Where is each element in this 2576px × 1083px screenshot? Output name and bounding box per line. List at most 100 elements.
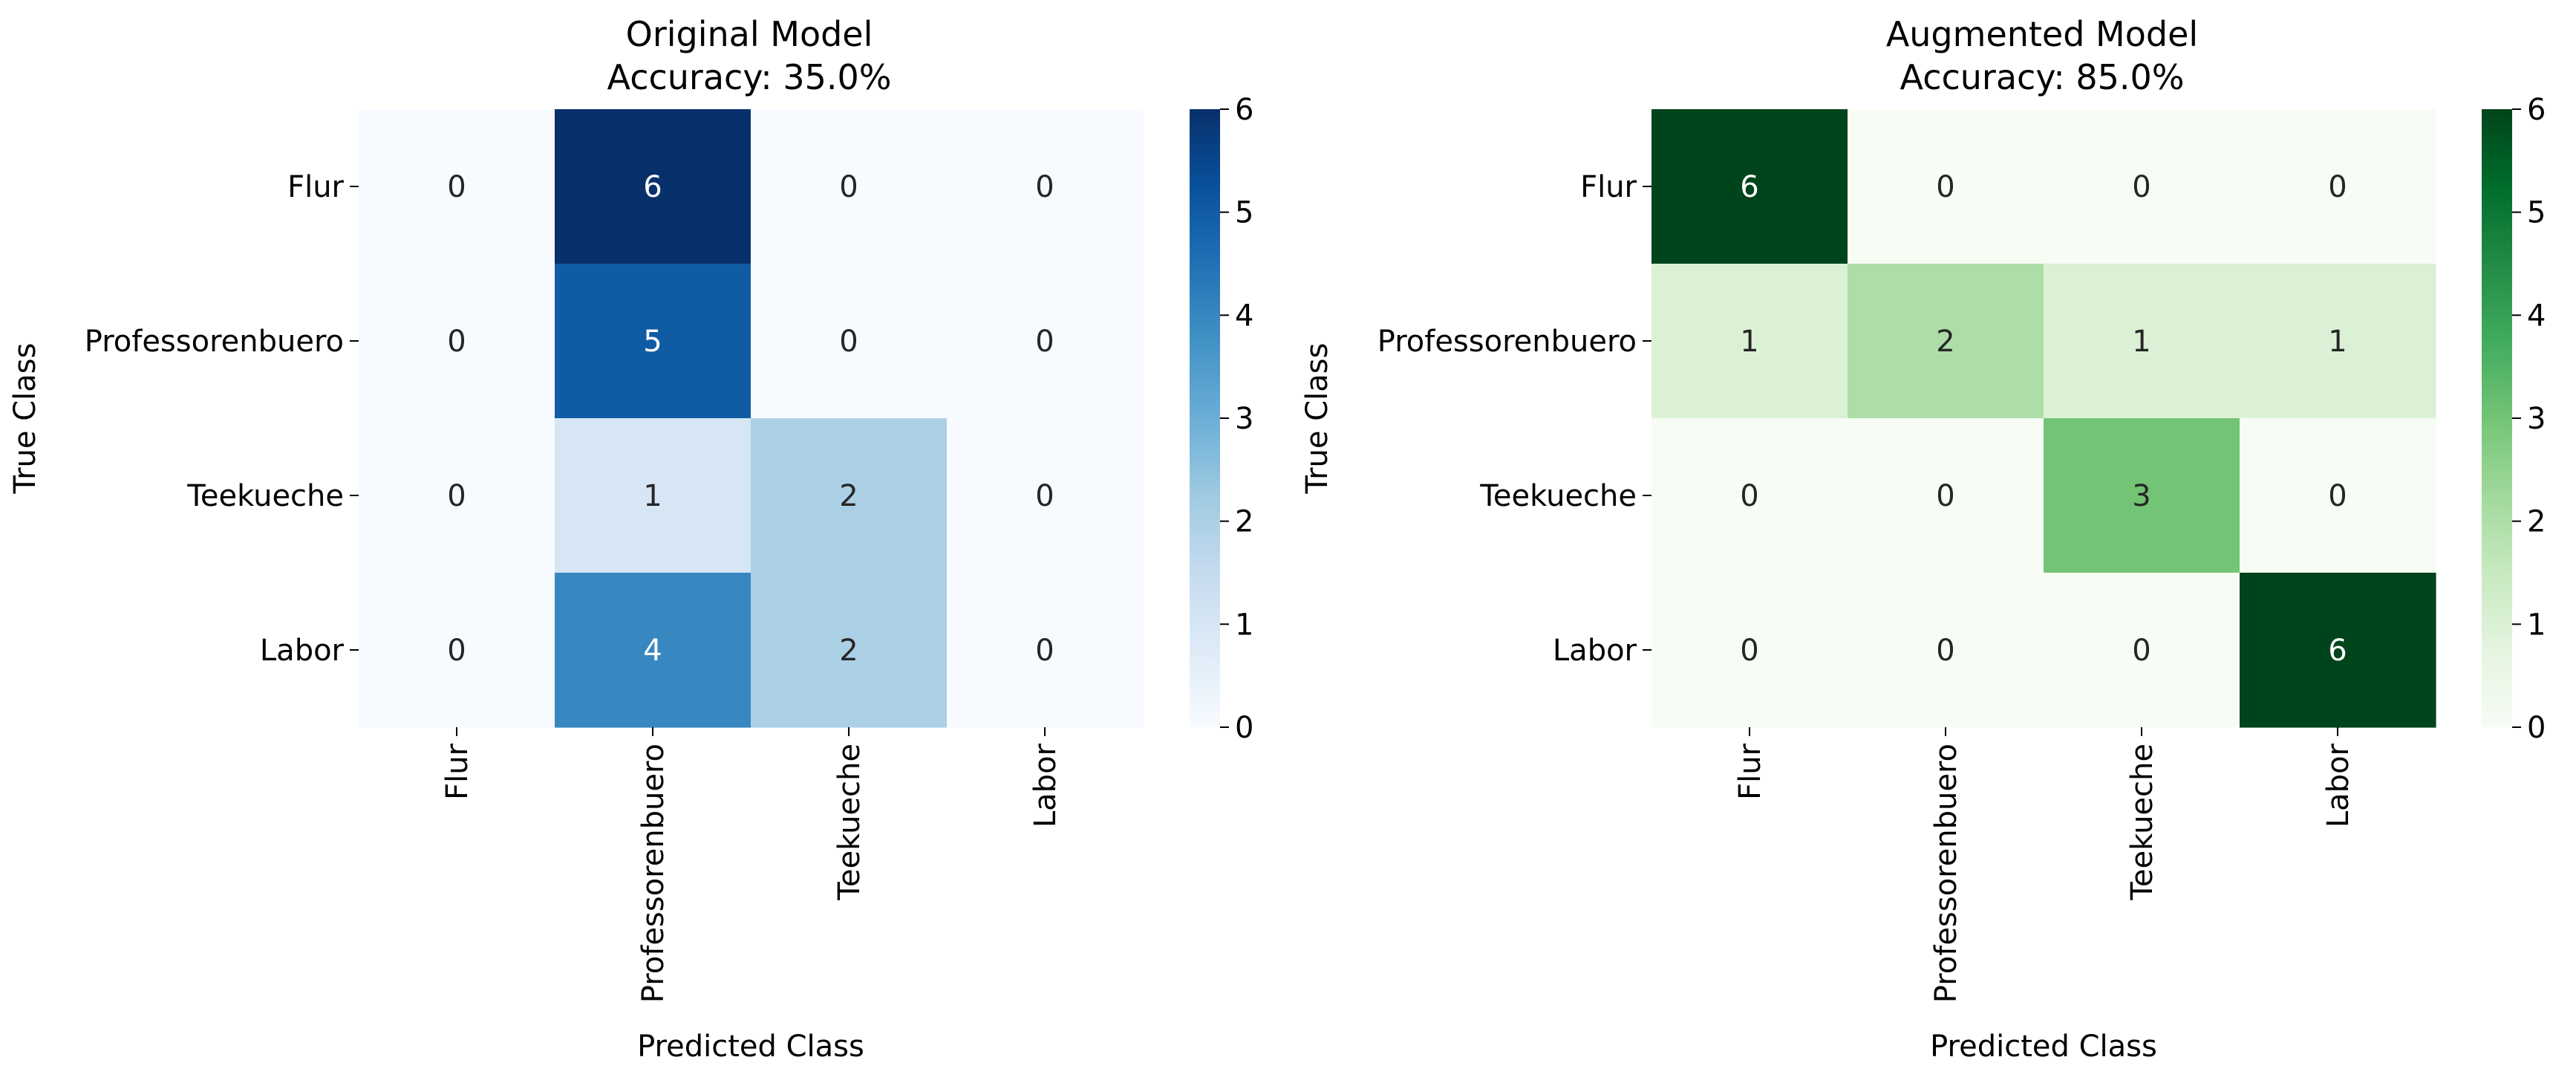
heatmap-cell — [1848, 418, 2044, 573]
heatmap-cell — [947, 264, 1144, 419]
cell-value-label: 2 — [839, 479, 858, 513]
heatmap-cell — [359, 418, 555, 573]
cell-value-label: 1 — [1740, 325, 1758, 359]
cell-value-label: 0 — [839, 325, 858, 359]
y-tick-label: Flur — [1580, 170, 1637, 204]
heatmap-cell — [1848, 109, 2044, 264]
x-tick-label: Labor — [1028, 743, 1063, 827]
cell-value-label: 0 — [1035, 634, 1054, 668]
heatmap-cell — [751, 109, 948, 264]
cell-value-label: 0 — [1035, 170, 1054, 204]
colorbar-tick-label: 1 — [1235, 608, 1253, 642]
cell-value-label: 0 — [2328, 170, 2347, 204]
cell-value-label: 3 — [2132, 479, 2151, 513]
cell-value-label: 0 — [2132, 634, 2151, 668]
x-tick-label: Teekueche — [832, 744, 867, 901]
colorbar-tick-label: 2 — [2527, 505, 2546, 539]
cell-value-label: 5 — [643, 325, 662, 359]
heatmap-cell — [2044, 109, 2240, 264]
colorbar-tick-label: 1 — [2527, 608, 2546, 642]
heatmap-cell — [1651, 109, 1848, 264]
colorbar-tick-label: 4 — [1235, 299, 1253, 333]
y-tick-label: Flur — [287, 170, 344, 204]
chart-subtitle: Accuracy: 35.0% — [607, 57, 892, 97]
cell-value-label: 0 — [2328, 479, 2347, 513]
y-axis-label: True Class — [1300, 343, 1334, 495]
x-tick-label: Flur — [1733, 743, 1767, 799]
cell-value-label: 0 — [1936, 479, 1954, 513]
y-tick-label: Teekueche — [186, 479, 344, 513]
heatmap-cell — [359, 109, 555, 264]
colorbar-tick-label: 5 — [1235, 196, 1253, 230]
heatmap-cell — [2240, 418, 2436, 573]
heatmap-cell — [1848, 573, 2044, 728]
cell-value-label: 0 — [839, 170, 858, 204]
cell-value-label: 2 — [1936, 325, 1954, 359]
x-tick-label: Labor — [2321, 743, 2355, 827]
heatmap-cell — [751, 418, 948, 573]
colorbar-tick-label: 0 — [2527, 711, 2546, 745]
cell-value-label: 6 — [643, 170, 662, 204]
y-tick-label: Professorenbuero — [85, 325, 344, 359]
cell-value-label: 0 — [1740, 634, 1758, 668]
cell-value-label: 0 — [447, 325, 466, 359]
x-axis-label: Predicted Class — [637, 1030, 864, 1064]
cell-value-label: 2 — [839, 634, 858, 668]
heatmap-cell — [1651, 418, 1848, 573]
cell-value-label: 6 — [1740, 170, 1758, 204]
heatmap-cell — [555, 573, 751, 728]
cell-value-label: 0 — [447, 170, 466, 204]
chart-title: Original Model — [626, 14, 873, 54]
chart-title: Augmented Model — [1886, 14, 2198, 54]
heatmap-cell — [947, 573, 1144, 728]
heatmap-cell — [947, 418, 1144, 573]
colorbar-tick-label: 4 — [2527, 299, 2546, 333]
x-axis-label: Predicted Class — [1930, 1030, 2157, 1064]
x-tick-label: Professorenbuero — [1929, 744, 1963, 1003]
heatmap-cell — [2044, 264, 2240, 419]
cell-value-label: 6 — [2328, 634, 2347, 668]
cell-value-label: 0 — [1936, 634, 1954, 668]
cell-value-label: 0 — [1936, 170, 1954, 204]
colorbar — [2482, 109, 2512, 727]
y-tick-label: Labor — [260, 634, 345, 668]
cell-value-label: 1 — [2132, 325, 2151, 359]
heatmap-cell — [947, 109, 1144, 264]
x-tick-label: Flur — [440, 743, 475, 799]
cell-value-label: 0 — [1740, 479, 1758, 513]
heatmap-cell — [1848, 264, 2044, 419]
y-tick-label: Labor — [1553, 634, 1637, 668]
colorbar-tick-label: 6 — [2527, 93, 2546, 127]
colorbar-tick-label: 5 — [2527, 196, 2546, 230]
colorbar-tick-label: 0 — [1235, 711, 1253, 745]
colorbar-tick-label: 2 — [1235, 505, 1253, 539]
cell-value-label: 0 — [447, 479, 466, 513]
heatmap-cell — [1651, 264, 1848, 419]
heatmap-cell — [359, 573, 555, 728]
y-tick-label: Professorenbuero — [1377, 325, 1637, 359]
heatmap-cell — [751, 573, 948, 728]
heatmap-cell — [359, 264, 555, 419]
heatmap-cell — [555, 109, 751, 264]
heatmap-cell — [751, 264, 948, 419]
y-axis-label: True Class — [8, 343, 42, 495]
x-tick-label: Professorenbuero — [636, 744, 671, 1003]
heatmap-cell — [2240, 573, 2436, 728]
cell-value-label: 4 — [643, 634, 662, 668]
colorbar-tick-label: 3 — [1235, 402, 1253, 436]
colorbar-tick-label: 6 — [1235, 93, 1253, 127]
cell-value-label: 0 — [447, 634, 466, 668]
cell-value-label: 0 — [1035, 479, 1054, 513]
x-tick-label: Teekueche — [2125, 744, 2159, 901]
heatmap-cell — [555, 264, 751, 419]
chart-subtitle: Accuracy: 85.0% — [1900, 57, 2185, 97]
heatmap-cell — [2044, 418, 2240, 573]
cell-value-label: 0 — [2132, 170, 2151, 204]
heatmap-cell — [2240, 109, 2436, 264]
cell-value-label: 0 — [1035, 325, 1054, 359]
cell-value-label: 1 — [2328, 325, 2347, 359]
heatmap-cell — [555, 418, 751, 573]
